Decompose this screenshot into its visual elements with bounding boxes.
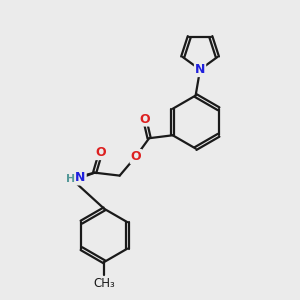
Text: O: O <box>130 150 141 163</box>
Text: N: N <box>75 172 86 184</box>
Text: O: O <box>95 146 106 159</box>
Text: O: O <box>140 112 150 126</box>
Text: N: N <box>195 63 205 76</box>
Text: H: H <box>67 174 76 184</box>
Text: CH₃: CH₃ <box>94 278 115 290</box>
